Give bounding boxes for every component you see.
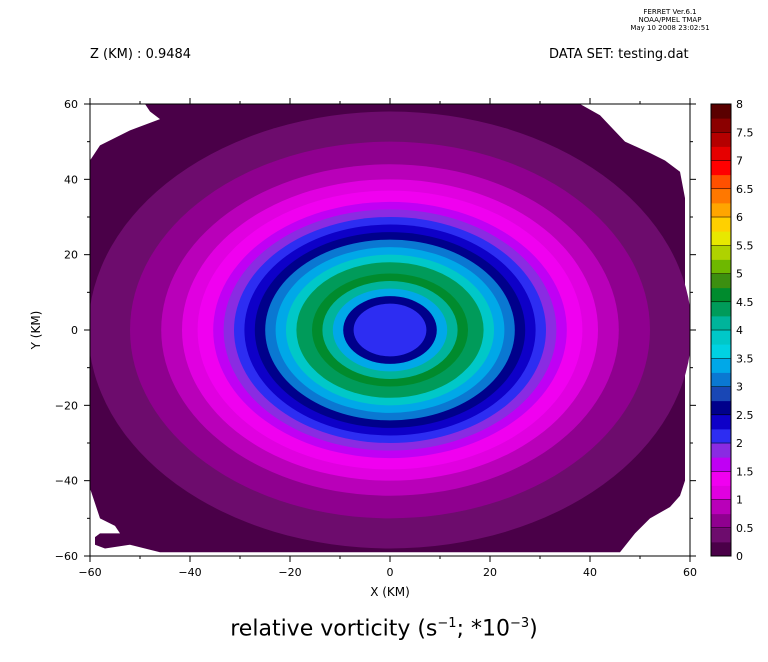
y-tick-label: −20 — [55, 399, 78, 412]
y-tick-label: 0 — [71, 324, 78, 337]
colorbar-swatch — [711, 386, 731, 402]
colorbar-label: 3 — [736, 381, 743, 394]
colorbar-swatch — [711, 485, 731, 500]
colorbar-swatch — [711, 202, 731, 218]
y-tick-label: 20 — [64, 249, 78, 262]
colorbar-swatch — [711, 273, 731, 289]
colorbar-label: 2 — [736, 437, 743, 450]
colorbar-label: 3.5 — [736, 352, 754, 365]
colorbar-label: 7 — [736, 155, 743, 168]
colorbar-swatch — [711, 358, 731, 373]
colorbar-swatch — [711, 344, 731, 359]
chart-title: relative vorticity (s−1; *10−3) — [0, 616, 768, 641]
colorbar-swatch — [711, 527, 731, 543]
plot-area — [89, 103, 691, 557]
colorbar-swatch — [711, 457, 731, 472]
colorbar-label: 2.5 — [736, 409, 754, 422]
x-tick-label: −20 — [278, 566, 301, 579]
colorbar-swatch — [711, 245, 731, 260]
colorbar-swatch — [711, 414, 731, 430]
x-axis-label: X (KM) — [370, 585, 410, 599]
title-mid: ; *10 — [456, 616, 510, 642]
y-tick-label: −40 — [55, 475, 78, 488]
y-axis-label: Y (KM) — [29, 311, 43, 351]
axes: −60 −40 −20 0 20 40 60 −60 −40 −20 0 20 40 60 X (KM) Y … — [29, 98, 697, 599]
colorbar-swatch — [711, 231, 731, 246]
colorbar-swatch — [711, 104, 731, 119]
ferret-credit: FERRET Ver.6.1 NOAA/PMEL TMAP May 10 200… — [600, 8, 740, 32]
colorbar-swatch — [711, 259, 731, 274]
colorbar-swatch — [711, 541, 731, 557]
colorbar-swatch — [711, 188, 731, 204]
contour-field — [90, 104, 690, 553]
title-main: relative vorticity (s — [230, 616, 438, 642]
colorbar-swatch — [711, 174, 731, 190]
colorbar-swatch — [711, 146, 731, 161]
x-tick-label: 40 — [583, 566, 597, 579]
colorbar-label: 5.5 — [736, 239, 754, 252]
credit-line-3: May 10 2008 23:02:51 — [630, 24, 710, 32]
colorbar-label: 7.5 — [736, 126, 754, 139]
title-end: ) — [529, 616, 538, 642]
colorbar-label: 0.5 — [736, 522, 754, 535]
y-tick-label: 60 — [64, 98, 78, 111]
colorbar-swatch — [711, 132, 731, 147]
colorbar-label: 0 — [736, 550, 743, 563]
colorbar-swatch — [711, 471, 731, 486]
x-tick-label: 0 — [387, 566, 394, 579]
colorbar-swatch — [711, 118, 731, 133]
colorbar-swatch — [711, 513, 731, 529]
x-tick-label: −40 — [178, 566, 201, 579]
colorbar-swatch — [711, 160, 731, 176]
x-tick-label: −60 — [78, 566, 101, 579]
colorbar-swatch — [711, 287, 731, 303]
colorbar-label: 5 — [736, 268, 743, 281]
colorbar-label: 6.5 — [736, 183, 754, 196]
title-exp1: −1 — [437, 616, 457, 631]
colorbar-swatch — [711, 499, 731, 515]
colorbar-label: 1 — [736, 494, 743, 507]
colorbar: 0 0.5 1 1.5 2 2.5 3 3.5 4 4.5 5 5.5 6 6.5 7 7.5 8 — [710, 98, 754, 563]
colorbar-swatch — [711, 315, 731, 331]
x-tick-label: 60 — [683, 566, 697, 579]
credit-line-2: NOAA/PMEL TMAP — [638, 16, 702, 24]
colorbar-swatch — [711, 428, 731, 444]
credit-line-1: FERRET Ver.6.1 — [643, 8, 697, 16]
colorbar-label: 8 — [736, 98, 743, 111]
y-tick-label: 40 — [64, 173, 78, 186]
z-level-label: Z (KM) : 0.9484 — [90, 47, 192, 62]
colorbar-label: 4.5 — [736, 296, 754, 309]
colorbar-label: 6 — [736, 211, 743, 224]
y-tick-label: −60 — [55, 550, 78, 563]
colorbar-swatch — [711, 400, 731, 416]
contour-band — [353, 303, 427, 357]
colorbar-swatch — [711, 301, 731, 317]
colorbar-swatch — [711, 217, 731, 232]
colorbar-swatch — [711, 330, 731, 345]
x-tick-label: 20 — [483, 566, 497, 579]
dataset-label: DATA SET: testing.dat — [549, 47, 689, 62]
colorbar-swatch — [711, 443, 731, 458]
title-exp2: −3 — [509, 616, 530, 631]
colorbar-label: 1.5 — [736, 465, 754, 478]
colorbar-swatch — [711, 372, 731, 387]
colorbar-label: 4 — [736, 324, 743, 337]
